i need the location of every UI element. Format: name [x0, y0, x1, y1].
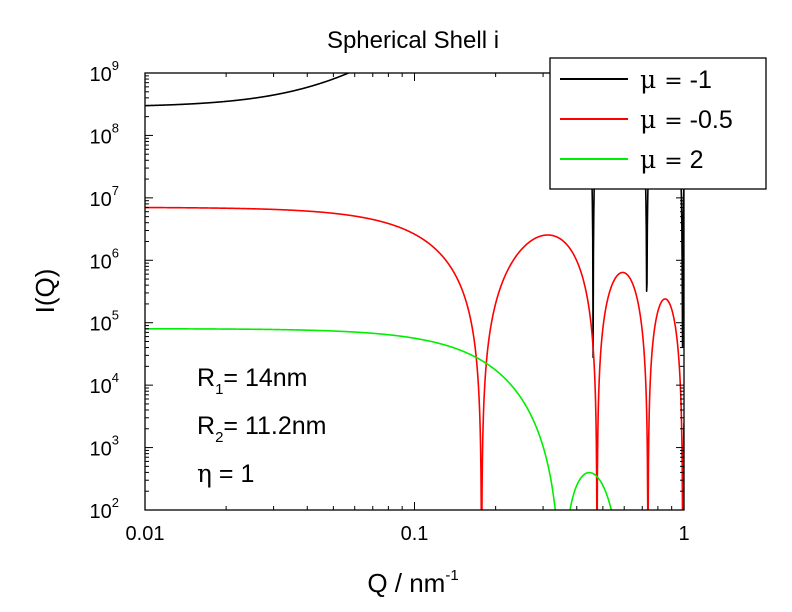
y-tick-labels: 102 103 104 105 106 107 108 109: [90, 58, 119, 523]
series-line-2: [145, 206, 684, 510]
chart-title: Spherical Shell i: [327, 27, 499, 54]
x-tick-labels: 0.01 0.1 1: [126, 523, 690, 545]
y-tick-label: 107: [90, 183, 119, 211]
y-tick-label: 106: [90, 245, 119, 273]
y-tick-label: 103: [90, 433, 119, 461]
y-tick-label: 105: [90, 308, 119, 336]
x-tick-label: 0.1: [401, 523, 429, 545]
x-tick-label: 1: [678, 523, 689, 545]
legend-box: [549, 57, 767, 190]
annotation-2: R2= 11.2nm: [197, 412, 326, 446]
legend-label-2: μ = -0.5: [640, 105, 733, 134]
parameter-annotations: R1= 14nm R2= 11.2nm η = 1: [197, 364, 326, 488]
annotation-3: η = 1: [197, 459, 254, 488]
y-tick-label: 102: [90, 495, 119, 523]
y-axis-label: I(Q): [30, 269, 60, 314]
y-tick-label: 109: [90, 58, 119, 86]
series-line-3: [145, 327, 613, 510]
annotation-1: R1= 14nm: [197, 364, 308, 398]
y-tick-label: 104: [90, 370, 119, 398]
x-axis-label: Q / nm-1: [367, 567, 458, 598]
legend: μ = -1 μ = -0.5 μ = 2: [549, 57, 767, 190]
x-tick-label: 0.01: [126, 523, 165, 545]
legend-label-1: μ = -1: [640, 65, 712, 94]
y-tick-label: 108: [90, 120, 119, 148]
legend-label-3: μ = 2: [640, 145, 704, 174]
